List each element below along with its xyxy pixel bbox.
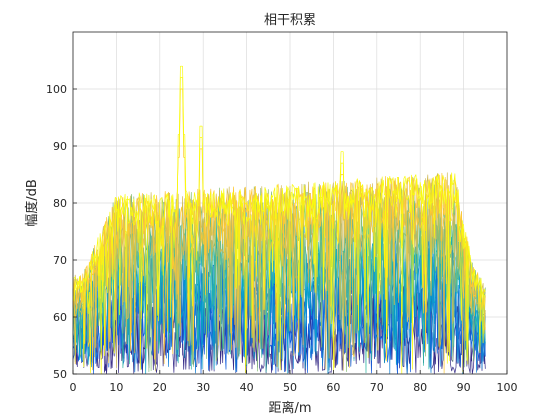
x-tick-label: 80 [413, 381, 427, 394]
y-axis-label: 幅度/dB [24, 179, 40, 227]
y-tick-label: 80 [53, 197, 67, 210]
x-tick-label: 0 [70, 381, 77, 394]
chart-title: 相干积累 [264, 13, 316, 28]
y-tick-label: 90 [53, 140, 67, 153]
series-line [72, 65, 486, 372]
y-axis-ticks: 50 60 70 80 90 100 [46, 83, 77, 381]
series-line [72, 265, 486, 375]
y-tick-label: 50 [53, 368, 67, 381]
data-series-group [72, 65, 486, 375]
x-tick-label: 60 [326, 381, 340, 394]
x-tick-label: 40 [240, 381, 254, 394]
x-tick-label: 50 [283, 381, 297, 394]
y-tick-label: 100 [46, 83, 67, 96]
x-tick-label: 20 [153, 381, 167, 394]
x-tick-label: 30 [196, 381, 210, 394]
y-tick-label: 70 [53, 254, 67, 267]
x-tick-label: 90 [457, 381, 471, 394]
y-tick-label: 60 [53, 311, 67, 324]
x-tick-label: 70 [370, 381, 384, 394]
x-axis-label: 距离/m [268, 400, 311, 416]
x-tick-label: 100 [497, 381, 518, 394]
x-axis-ticks: 0 10 20 30 40 50 60 70 80 90 100 [70, 370, 518, 394]
x-tick-label: 10 [109, 381, 123, 394]
